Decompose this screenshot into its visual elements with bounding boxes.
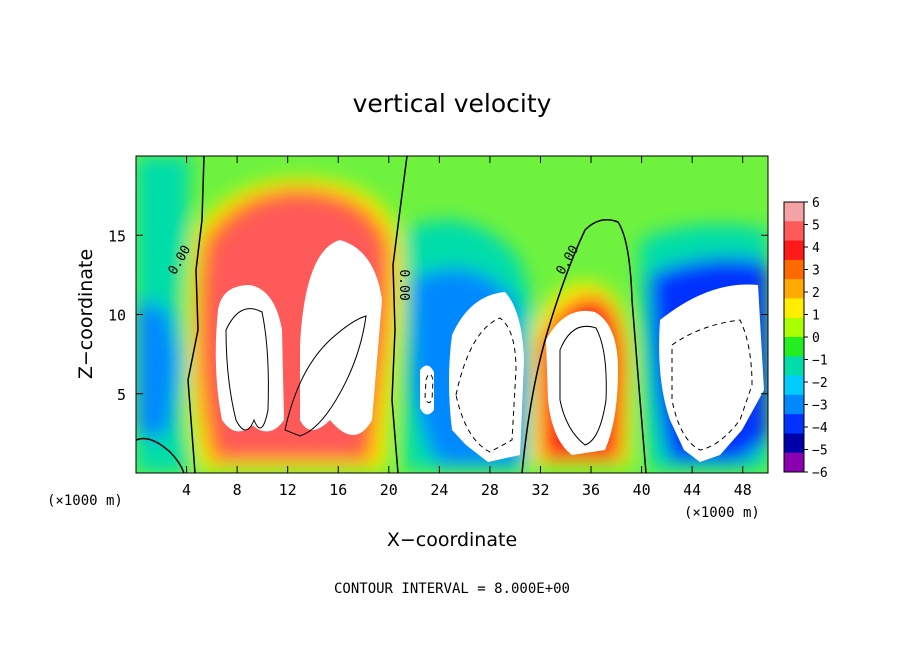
y-tick-label: 10: [108, 307, 126, 325]
positive-contour-3: [559, 325, 607, 446]
negative-contour-2: [671, 319, 753, 451]
y-tick-label: 5: [117, 386, 126, 404]
x-unit-label-left: (×1000 m): [47, 493, 123, 509]
x-tick-label: 32: [531, 481, 549, 499]
chart-title: vertical velocity: [353, 89, 552, 118]
colorbar-swatch: [784, 394, 804, 415]
colorbar: 6 5 4 3 2 1 0 −1 −2 −3 −4 −5 −6: [783, 196, 828, 481]
x-unit-label-right: (×1000 m): [684, 505, 760, 521]
x-tick-label: 44: [683, 481, 701, 499]
colorbar-tick-label: 3: [812, 264, 820, 279]
colorbar-tick-label: −6: [812, 466, 828, 481]
plot-area: 0.000.000.00 4 8 12 16 20 24 28 32 36 40 44 48 5101…: [108, 155, 769, 499]
x-tick-label: 48: [734, 481, 752, 499]
colorbar-swatch: [784, 240, 804, 261]
x-tick-label: 16: [329, 481, 347, 499]
downdraft-core-2: [659, 284, 764, 462]
colorbar-swatch: [784, 279, 804, 299]
colorbar-swatch: [784, 452, 804, 473]
x-tick-label: 8: [233, 481, 242, 499]
x-axis-label: X−coordinate: [387, 529, 517, 551]
x-axis: 4 8 12 16 20 24 28 32 36 40 44 48: [182, 156, 752, 499]
band-blue-left: [136, 300, 178, 440]
colorbar-tick-label: −5: [812, 444, 828, 459]
colorbar-tick-label: −4: [812, 421, 828, 436]
contour-interval-note: CONTOUR INTERVAL = 8.000E+00: [334, 581, 570, 597]
colorbar-tick-label: −1: [812, 354, 828, 369]
velocity-cores: [215, 240, 764, 462]
x-tick-label: 24: [430, 481, 448, 499]
updraft-core-3: [546, 310, 618, 455]
colorbar-swatch: [784, 221, 804, 242]
colorbar-tick-label: 2: [812, 286, 820, 301]
downdraft-core-3: [420, 365, 434, 415]
colorbar-swatch: [784, 337, 804, 357]
colorbar-tick-label: −2: [812, 376, 828, 391]
colorbar-swatch: [784, 414, 804, 434]
zero-contour-1: [187, 156, 205, 473]
x-tick-label: 20: [380, 481, 398, 499]
x-tick-label: 4: [182, 481, 191, 499]
y-axis: 5 10 15: [108, 227, 768, 404]
zero-contour-2: [136, 437, 185, 473]
y-tick-label: 15: [108, 227, 126, 245]
colorbar-swatch: [784, 317, 804, 338]
positive-contour-2: [284, 315, 367, 437]
colorbar-tick-label: 4: [812, 241, 820, 256]
zero-contour-3: [391, 156, 408, 473]
colorbar-tick-label: 0: [812, 331, 820, 346]
negative-contour-1: [455, 317, 517, 453]
colorbar-tick-label: −3: [812, 399, 828, 414]
colorbar-swatch: [784, 375, 804, 396]
colorbar-swatch: [784, 356, 804, 377]
x-tick-label: 12: [279, 481, 297, 499]
colorbar-swatch: [784, 298, 804, 319]
colorbar-swatch: [784, 433, 804, 454]
downdraft-core-1: [449, 292, 524, 462]
zero-contour-4: [521, 219, 647, 473]
updraft-core-2: [300, 240, 382, 435]
x-tick-label: 36: [582, 481, 600, 499]
contour-label: 0.00: [396, 269, 411, 300]
updraft-core-1: [215, 285, 284, 432]
y-axis-label: Z−coordinate: [75, 249, 97, 379]
colorbar-swatch: [784, 259, 804, 280]
positive-contour-1: [225, 308, 269, 431]
x-tick-label: 28: [481, 481, 499, 499]
x-tick-label: 40: [633, 481, 651, 499]
colorbar-swatch: [784, 202, 804, 222]
colorbar-tick-label: 1: [812, 309, 820, 324]
colorbar-tick-label: 6: [812, 196, 820, 211]
colorbar-tick-label: 5: [812, 219, 820, 234]
